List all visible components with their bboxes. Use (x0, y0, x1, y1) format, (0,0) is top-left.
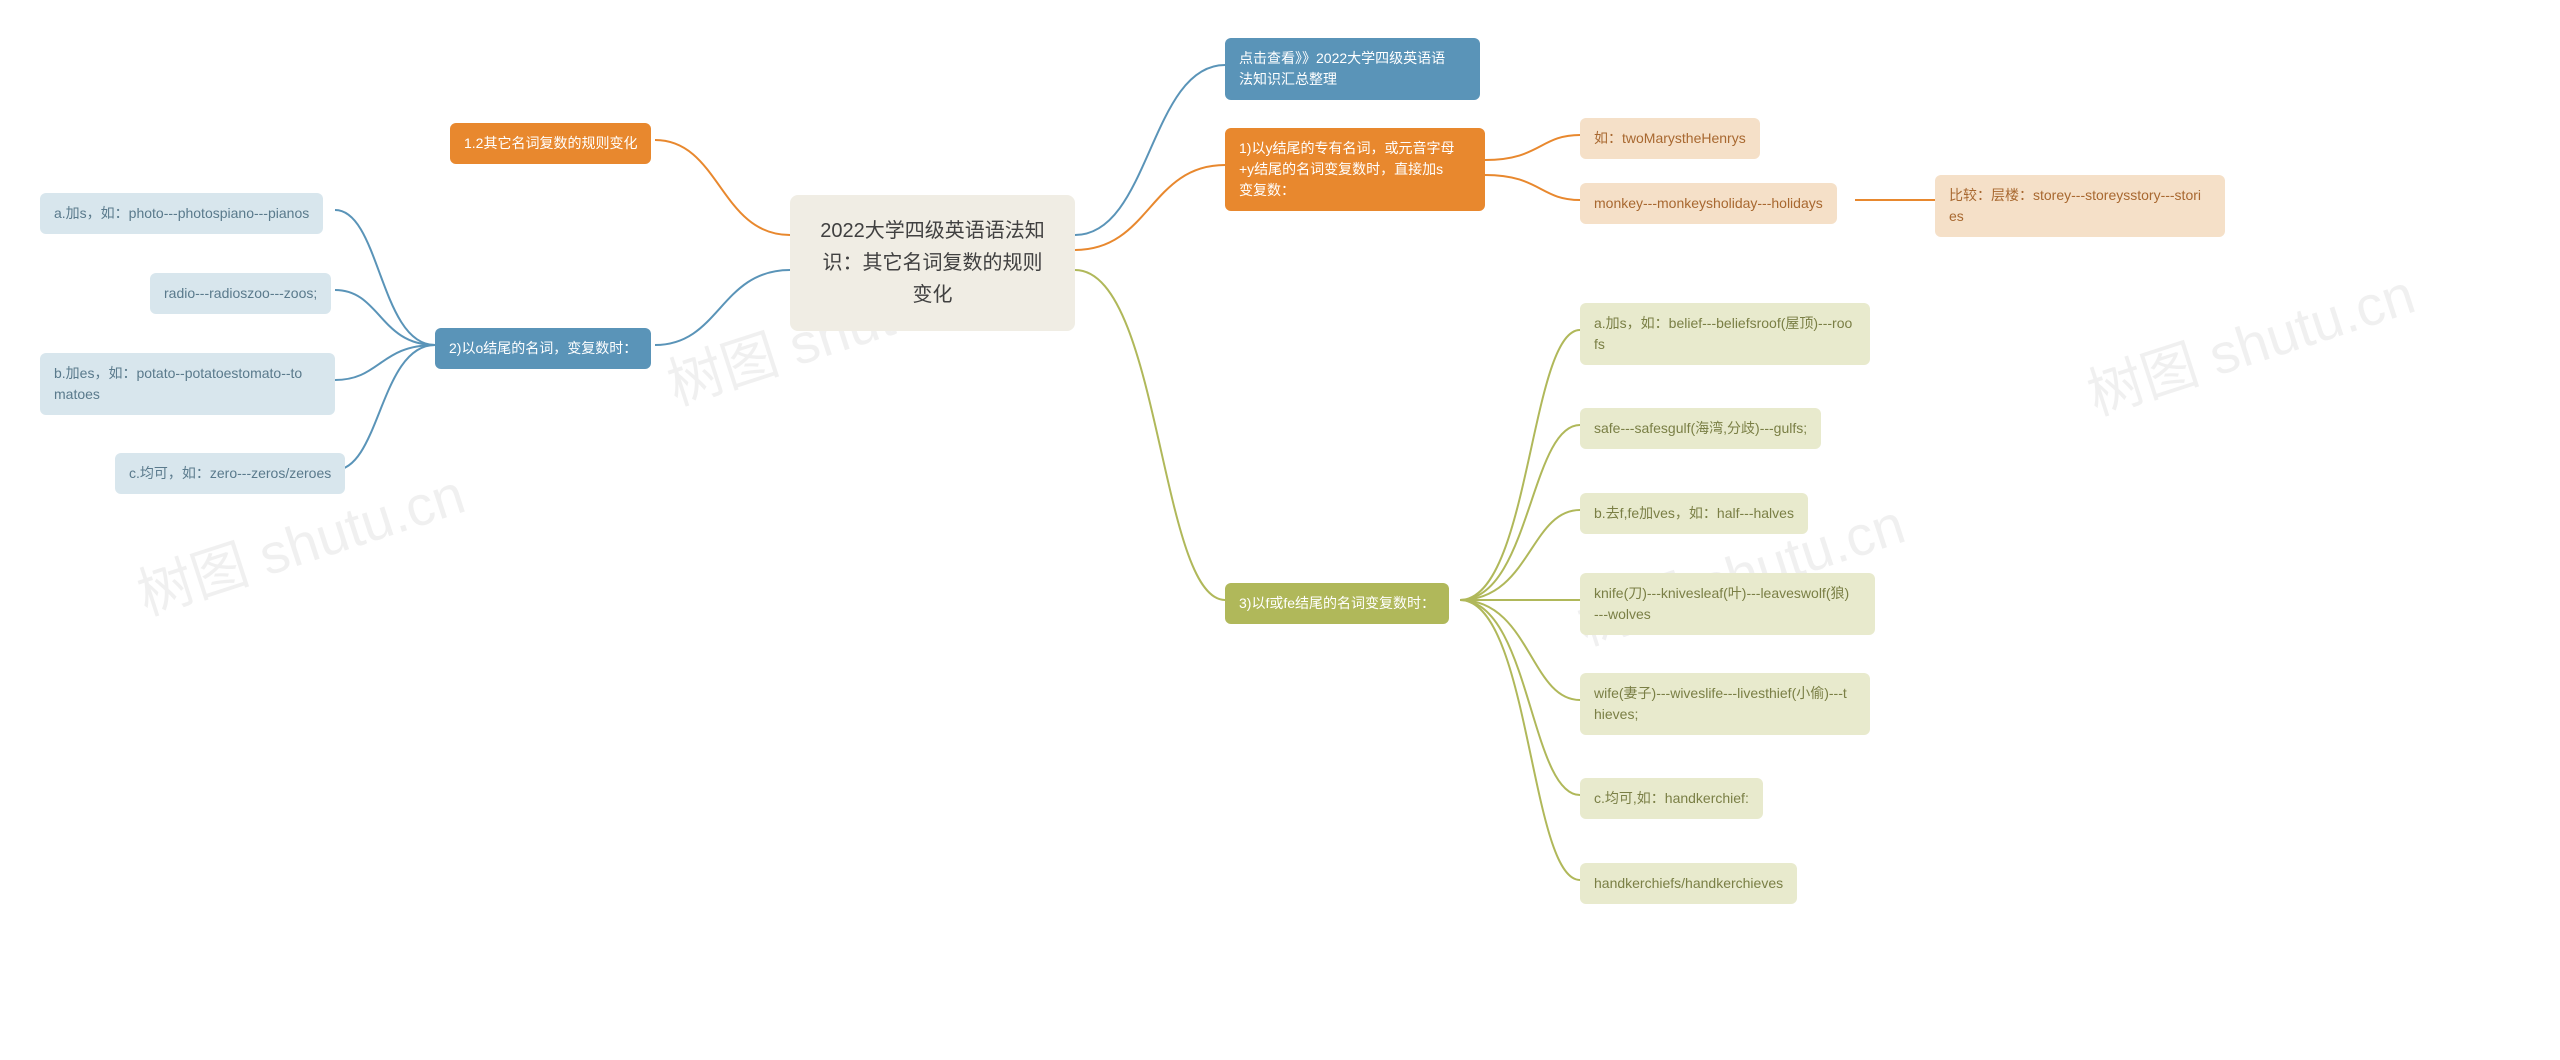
rule1-ex2: monkey---monkeysholiday---holidays (1580, 183, 1837, 224)
rule1-node: 1)以y结尾的专有名词，或元音字母 +y结尾的名词变复数时，直接加s 变复数： (1225, 128, 1485, 211)
rule2-node: 2)以o结尾的名词，变复数时： (435, 328, 651, 369)
rule3-g: handkerchiefs/handkerchieves (1580, 863, 1797, 904)
rule3-c: b.去f,fe加ves，如：half---halves (1580, 493, 1808, 534)
center-node: 2022大学四级英语语法知 识：其它名词复数的规则 变化 (790, 195, 1075, 331)
rule3-e-text: wife(妻子)---wiveslife---livesthief(小偷)---… (1594, 683, 1847, 725)
rule-header-node: 1.2其它名词复数的规则变化 (450, 123, 651, 164)
rule2-a-text: a.加s，如：photo---photospiano---pianos (54, 203, 309, 224)
rule3-g-text: handkerchiefs/handkerchieves (1594, 873, 1783, 894)
rule1-ex2-child-text: 比较：层楼：storey---storeysstory---stori es (1949, 185, 2201, 227)
rule2-d: c.均可，如：zero---zeros/zeroes (115, 453, 345, 494)
rule2-a: a.加s，如：photo---photospiano---pianos (40, 193, 323, 234)
rule1-label: 1)以y结尾的专有名词，或元音字母 +y结尾的名词变复数时，直接加s 变复数： (1239, 138, 1454, 201)
rule2-label: 2)以o结尾的名词，变复数时： (449, 338, 637, 359)
rule1-ex2-child: 比较：层楼：storey---storeysstory---stori es (1935, 175, 2225, 237)
rule1-ex1: 如：twoMarystheHenrys (1580, 118, 1760, 159)
rule1-ex2-text: monkey---monkeysholiday---holidays (1594, 193, 1823, 214)
rule3-label: 3)以f或fe结尾的名词变复数时： (1239, 593, 1435, 614)
rule3-f: c.均可,如：handkerchief: (1580, 778, 1763, 819)
center-title: 2022大学四级英语语法知 识：其它名词复数的规则 变化 (820, 215, 1045, 311)
rule3-node: 3)以f或fe结尾的名词变复数时： (1225, 583, 1449, 624)
rule3-f-text: c.均可,如：handkerchief: (1594, 788, 1749, 809)
watermark: 树图 shutu.cn (2076, 250, 2424, 432)
rule3-d-text: knife(刀)---knivesleaf(叶)---leaveswolf(狼)… (1594, 583, 1849, 625)
rule3-a-text: a.加s，如：belief---beliefsroof(屋顶)---roo fs (1594, 313, 1852, 355)
rule2-b: radio---radioszoo---zoos; (150, 273, 331, 314)
link-label: 点击查看》》2022大学四级英语语 法知识汇总整理 (1239, 48, 1445, 90)
rule3-e: wife(妻子)---wiveslife---livesthief(小偷)---… (1580, 673, 1870, 735)
rule-header-label: 1.2其它名词复数的规则变化 (464, 133, 637, 154)
rule3-d: knife(刀)---knivesleaf(叶)---leaveswolf(狼)… (1580, 573, 1875, 635)
rule3-c-text: b.去f,fe加ves，如：half---halves (1594, 503, 1794, 524)
rule3-b-text: safe---safesgulf(海湾,分歧)---gulfs; (1594, 418, 1807, 439)
rule3-b: safe---safesgulf(海湾,分歧)---gulfs; (1580, 408, 1821, 449)
rule2-b-text: radio---radioszoo---zoos; (164, 283, 317, 304)
rule3-a: a.加s，如：belief---beliefsroof(屋顶)---roo fs (1580, 303, 1870, 365)
rule2-c-text: b.加es，如：potato--potatoestomato--to matoe… (54, 363, 302, 405)
rule2-d-text: c.均可，如：zero---zeros/zeroes (129, 463, 331, 484)
link-node[interactable]: 点击查看》》2022大学四级英语语 法知识汇总整理 (1225, 38, 1480, 100)
rule1-ex1-text: 如：twoMarystheHenrys (1594, 128, 1746, 149)
rule2-c: b.加es，如：potato--potatoestomato--to matoe… (40, 353, 335, 415)
